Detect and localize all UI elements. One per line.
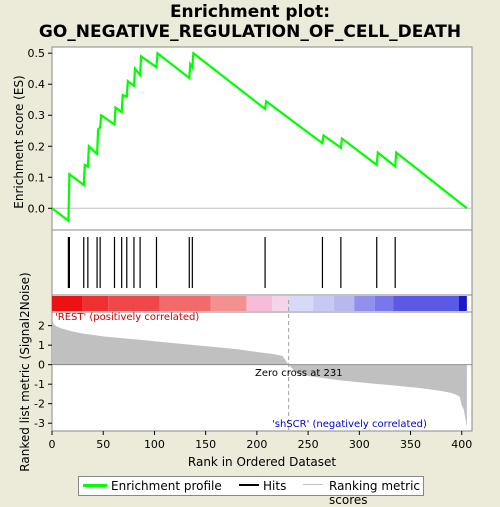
metric-y-tick-label: -1 [34,378,45,391]
chart-title-line2: GO_NEGATIVE_REGULATION_OF_CELL_DEATH [38,22,462,42]
heatmap-segment [82,296,109,311]
heatmap-segment [288,296,314,311]
heatmap-segment [159,296,211,311]
heatmap-segment [272,296,289,311]
legend-ranking-swatch [303,484,323,485]
legend: Enrichment profile Hits Ranking metric s… [78,476,424,507]
metric-y-tick-label: -3 [34,417,45,430]
es-y-tick-label: 0.3 [28,109,46,122]
metric-y-tick-label: 2 [38,320,45,333]
metric-y-tick-label: 0 [38,359,45,372]
x-tick-label: 50 [96,438,110,451]
zero-cross-label: Zero cross at 231 [255,368,343,379]
legend-hits-swatch [239,484,259,486]
x-tick-label: 300 [349,438,370,451]
heatmap-segment [374,296,394,311]
x-tick-label: 0 [49,438,56,451]
x-tick-label: 100 [144,438,165,451]
es-y-axis-label: Enrichment score (ES) [12,75,26,208]
negative-correlation-label: 'shSCR' (negatively correlated) [272,419,427,430]
x-tick-label: 350 [400,438,421,451]
x-tick-label: 250 [298,438,319,451]
enrichment-profile-line [51,51,468,223]
es-y-tick-label: 0.1 [28,171,46,184]
x-tick-label: 200 [246,438,267,451]
legend-hits-label: Hits [263,479,287,493]
x-axis-label: Rank in Ordered Dataset [188,455,336,469]
es-panel [51,46,473,231]
metric-y-axis-label: Ranked list metric (Signal2Noise) [18,272,32,471]
x-tick-label: 400 [451,438,472,451]
es-y-tick-label: 0.5 [28,47,46,60]
heatmap-segment [333,296,355,311]
heatmap-segment [393,296,459,311]
ranking-metric-area [52,317,467,428]
heatmap-segment [458,296,467,311]
heatmap-segment [108,296,160,311]
heatmap-segment [354,296,375,311]
es-y-tick-label: 0.0 [28,202,46,215]
heatmap-segment [52,296,83,311]
x-tick-label: 150 [195,438,216,451]
heatmap-segment [313,296,334,311]
legend-enrichment-label: Enrichment profile [111,479,222,493]
metric-y-tick-label: 1 [38,339,45,352]
metric-y-tick-label: -2 [34,398,45,411]
es-y-tick-label: 0.2 [28,140,46,153]
es-y-tick-label: 0.4 [28,78,46,91]
legend-ranking-label: Ranking metric scores [329,479,420,507]
legend-enrichment-swatch [83,484,107,487]
heatmap-segment [246,296,273,311]
positive-correlation-label: 'REST' (positively correlated) [55,312,199,323]
heatmap-segment [210,296,247,311]
chart-title-line1: Enrichment plot: [169,2,331,22]
